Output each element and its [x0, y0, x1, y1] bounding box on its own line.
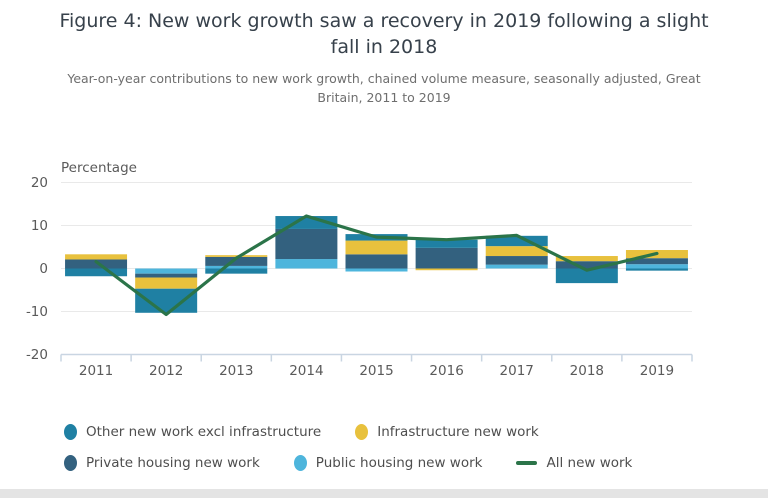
- legend-dot-public-housing-icon: [293, 455, 307, 471]
- figure-title: Figure 4: New work growth saw a recovery…: [59, 10, 709, 59]
- y-tick-label--10: -10: [26, 304, 48, 320]
- chart-legend: Other new work excl infrastructure Infra…: [64, 420, 666, 482]
- bar-segment-2012-infrastructure-new-work: [135, 277, 198, 289]
- legend-row-2: Private housing new work Public housing …: [64, 451, 666, 475]
- legend-item-private-housing: Private housing new work: [64, 455, 260, 471]
- bar-segment-2012-private-housing-new-work: [135, 273, 198, 278]
- legend-row-1: Other new work excl infrastructure Infra…: [64, 420, 666, 444]
- y-tick-label-0: 0: [39, 261, 48, 277]
- bar-segment-2017-public-housing-new-work: [485, 264, 548, 269]
- x-tick-label-2018: 2018: [570, 363, 604, 379]
- bar-segment-2015-infrastructure-new-work: [345, 240, 408, 255]
- bar-segment-2018-infrastructure-new-work: [555, 256, 618, 262]
- legend-dot-infrastructure-icon: [355, 424, 369, 440]
- y-tick-label-10: 10: [31, 218, 48, 234]
- bar-segment-2015-private-housing-new-work: [345, 254, 408, 269]
- x-tick-label-2016: 2016: [429, 363, 463, 379]
- legend-item-other-new-work: Other new work excl infrastructure: [64, 424, 321, 440]
- y-tick-label--20: -20: [26, 347, 48, 363]
- y-axis-unit-label: Percentage: [61, 160, 137, 176]
- legend-label-private-housing: Private housing new work: [86, 455, 260, 471]
- bar-segment-2019-private-housing-new-work: [625, 258, 688, 265]
- bar-segment-2013-other-new-work-excl-infrastructure: [205, 268, 268, 274]
- bar-segment-2018-other-new-work-excl-infrastructure: [555, 268, 618, 284]
- bar-segment-2017-infrastructure-new-work: [485, 246, 548, 257]
- bar-segment-2011-other-new-work-excl-infrastructure: [65, 268, 128, 277]
- legend-label-infrastructure: Infrastructure new work: [377, 424, 539, 440]
- legend-label-all-new-work: All new work: [546, 455, 633, 471]
- bar-segment-2012-public-housing-new-work: [135, 268, 198, 274]
- figure-subtitle: Year-on-year contributions to new work g…: [67, 71, 701, 105]
- bar-segment-2013-public-housing-new-work: [205, 265, 268, 269]
- all-new-work-line: [94, 214, 659, 317]
- bar-segment-2011-private-housing-new-work: [65, 259, 128, 269]
- bar-segment-2012-other-new-work-excl-infrastructure: [135, 288, 198, 313]
- bar-segment-2018-private-housing-new-work: [555, 261, 618, 269]
- bar-segment-2016-infrastructure-new-work: [415, 268, 478, 271]
- bar-segment-2013-infrastructure-new-work: [205, 255, 268, 257]
- legend-item-infrastructure: Infrastructure new work: [355, 424, 539, 440]
- bar-segment-2019-public-housing-new-work: [625, 264, 688, 269]
- legend-dot-private-housing-icon: [64, 455, 77, 471]
- legend-dot-other-icon: [64, 424, 77, 440]
- x-tick-label-2011: 2011: [79, 363, 113, 379]
- legend-item-public-housing: Public housing new work: [293, 455, 483, 471]
- bar-segment-2017-private-housing-new-work: [485, 256, 548, 265]
- bar-segment-2017-other-new-work-excl-infrastructure: [485, 235, 548, 247]
- bar-segment-2016-private-housing-new-work: [415, 247, 478, 269]
- x-tick-label-2014: 2014: [289, 363, 323, 379]
- x-tick-label-2012: 2012: [149, 363, 183, 379]
- legend-item-all-new-work: All new work: [516, 455, 632, 471]
- y-tick-label-20: 20: [31, 175, 48, 191]
- x-tick-label-2019: 2019: [640, 363, 674, 379]
- bar-segment-2019-other-new-work-excl-infrastructure: [625, 268, 688, 271]
- legend-line-swatch-icon: [516, 461, 538, 465]
- bar-segment-2013-private-housing-new-work: [205, 256, 268, 266]
- legend-label-public-housing: Public housing new work: [315, 455, 483, 471]
- bar-segment-2011-infrastructure-new-work: [65, 254, 128, 260]
- footer-strip: [0, 489, 768, 498]
- bar-segment-2015-public-housing-new-work: [345, 268, 408, 272]
- bar-segment-2016-other-new-work-excl-infrastructure: [415, 239, 478, 248]
- legend-label-other: Other new work excl infrastructure: [86, 424, 322, 440]
- x-tick-label-2013: 2013: [219, 363, 253, 379]
- x-tick-label-2015: 2015: [359, 363, 393, 379]
- bar-segment-2014-public-housing-new-work: [275, 259, 338, 269]
- bar-segment-2014-private-housing-new-work: [275, 228, 338, 260]
- x-tick-label-2017: 2017: [500, 363, 534, 379]
